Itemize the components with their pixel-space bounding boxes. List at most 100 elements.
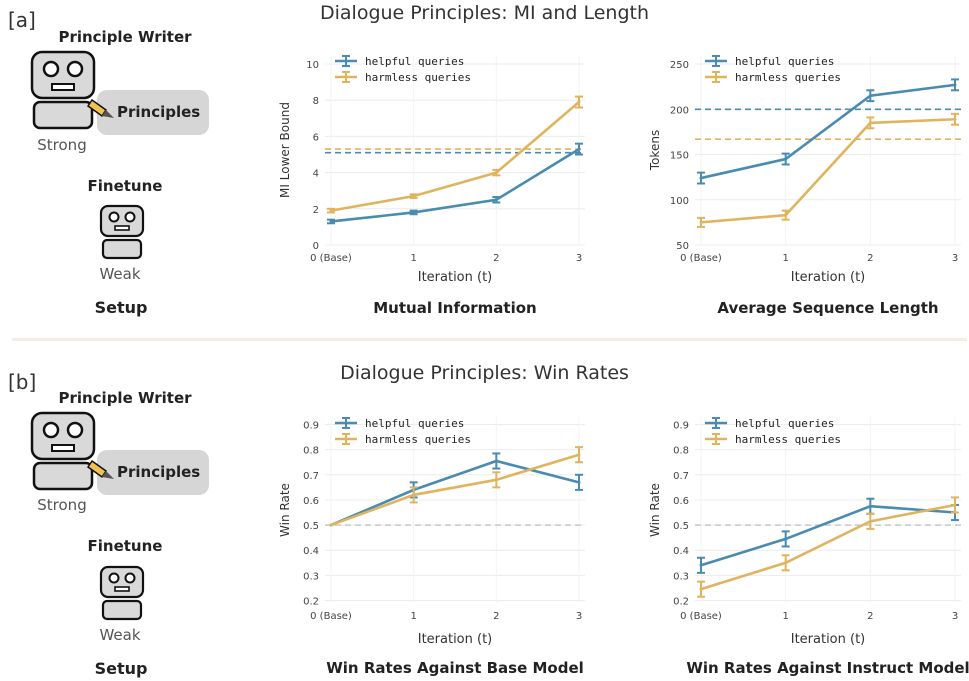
panel-divider bbox=[12, 338, 967, 341]
y-tick-label: 150 bbox=[670, 151, 689, 162]
data-point bbox=[868, 504, 872, 508]
series-line bbox=[330, 147, 580, 223]
chart-caption: Win Rates Against Base Model bbox=[326, 659, 584, 677]
y-tick-label: 6 bbox=[313, 132, 319, 143]
x-tick-label: 3 bbox=[952, 253, 958, 264]
x-axis-label: Iteration (t) bbox=[418, 632, 493, 647]
x-tick-label: 2 bbox=[493, 253, 499, 264]
chart-caption: Average Sequence Length bbox=[717, 299, 938, 317]
series-line bbox=[330, 101, 580, 212]
y-tick-label: 250 bbox=[670, 60, 689, 71]
strong-label: Strong bbox=[37, 136, 87, 154]
y-axis-label: Win Rate bbox=[278, 483, 292, 537]
y-tick-label: 0.8 bbox=[303, 446, 319, 457]
x-axis-label: Iteration (t) bbox=[791, 270, 866, 285]
y-axis-label: Win Rate bbox=[648, 483, 662, 537]
y-tick-label: 0.5 bbox=[673, 521, 689, 532]
x-axis-label: Iteration (t) bbox=[418, 270, 493, 285]
y-tick-label: 2 bbox=[313, 205, 319, 216]
legend-label: harmless queries bbox=[365, 71, 471, 84]
x-axis-label: Iteration (t) bbox=[791, 632, 866, 647]
x-tick-label: 3 bbox=[576, 253, 582, 264]
data-point bbox=[577, 100, 581, 104]
y-tick-label: 0.9 bbox=[673, 421, 689, 432]
y-tick-label: 0.4 bbox=[673, 546, 689, 557]
y-tick-label: 4 bbox=[313, 169, 319, 180]
series-line bbox=[700, 83, 956, 180]
series-line bbox=[700, 504, 956, 567]
y-axis-label: MI Lower Bound bbox=[278, 102, 292, 198]
y-tick-label: 0.6 bbox=[673, 496, 689, 507]
data-point bbox=[577, 453, 581, 457]
data-point bbox=[868, 519, 872, 523]
data-point bbox=[953, 117, 957, 121]
x-tick-label: 1 bbox=[782, 611, 788, 622]
win-rate-base-chart: 0.2 0.3 0.4 0.5 0.6 0.7 0.8 0.9 0 (Base) 1 2 3 Itera… bbox=[278, 417, 585, 677]
x-tick-label: 2 bbox=[867, 611, 873, 622]
legend-label: helpful queries bbox=[365, 55, 464, 68]
y-tick-label: 50 bbox=[676, 241, 689, 252]
data-point bbox=[699, 220, 703, 224]
weak-label: Weak bbox=[99, 626, 141, 644]
principles-label: Principles bbox=[117, 463, 201, 481]
weak-robot-icon bbox=[99, 565, 145, 621]
y-tick-label: 8 bbox=[313, 96, 319, 107]
data-point bbox=[699, 587, 703, 591]
series-line bbox=[700, 117, 956, 224]
series-line bbox=[330, 459, 580, 527]
x-tick-label: 3 bbox=[952, 611, 958, 622]
principles-label: Principles bbox=[117, 103, 201, 121]
y-tick-label: 100 bbox=[670, 196, 689, 207]
data-point bbox=[329, 219, 333, 223]
x-tick-label: 0 (Base) bbox=[310, 253, 352, 264]
y-tick-label: 200 bbox=[670, 105, 689, 116]
mi-chart: 0 2 4 6 8 10 0 (Base) 1 2 3 Iteration (t) MI Lower … bbox=[278, 55, 585, 317]
length-chart: 50 100 150 200 250 0 (Base) 1 2 3 Iteration (t) To… bbox=[648, 55, 961, 317]
legend-label: harmless queries bbox=[735, 71, 841, 84]
data-point bbox=[329, 209, 333, 213]
legend-label: helpful queries bbox=[735, 417, 834, 430]
panel-b-title: Dialogue Principles: Win Rates bbox=[340, 362, 629, 384]
x-tick-label: 1 bbox=[410, 253, 416, 264]
data-point bbox=[868, 121, 872, 125]
y-tick-label: 10 bbox=[306, 60, 319, 71]
data-point bbox=[868, 94, 872, 98]
data-point bbox=[329, 523, 333, 527]
principle-writer-label: Principle Writer bbox=[58, 28, 192, 46]
data-point bbox=[412, 194, 416, 198]
strong-robot-icon bbox=[30, 411, 114, 491]
y-tick-label: 0.7 bbox=[303, 471, 319, 482]
data-point bbox=[494, 478, 498, 482]
panel-b-label: [b] bbox=[8, 370, 37, 394]
y-tick-label: 0.5 bbox=[303, 521, 319, 532]
x-tick-label: 1 bbox=[410, 611, 416, 622]
chart-caption: Win Rates Against Instruct Model bbox=[686, 659, 969, 677]
weak-robot-icon bbox=[99, 204, 145, 260]
weak-label: Weak bbox=[99, 265, 141, 283]
x-tick-label: 0 (Base) bbox=[680, 611, 722, 622]
series-line bbox=[330, 453, 580, 527]
y-tick-label: 0.8 bbox=[673, 446, 689, 457]
x-tick-label: 2 bbox=[493, 611, 499, 622]
y-tick-label: 0.3 bbox=[303, 571, 319, 582]
win-rate-instruct-chart: 0.2 0.3 0.4 0.5 0.6 0.7 0.8 0.9 0 (Base) 1 2 3 Itera… bbox=[648, 417, 969, 677]
legend-label: harmless queries bbox=[735, 433, 841, 446]
series-line bbox=[700, 503, 956, 591]
data-point bbox=[494, 198, 498, 202]
legend-label: helpful queries bbox=[365, 417, 464, 430]
legend-label: helpful queries bbox=[735, 55, 834, 68]
x-tick-label: 0 (Base) bbox=[310, 611, 352, 622]
finetune-label: Finetune bbox=[87, 537, 163, 555]
chart-caption: Mutual Information bbox=[373, 299, 536, 317]
y-tick-label: 0.6 bbox=[303, 496, 319, 507]
x-tick-label: 3 bbox=[576, 611, 582, 622]
data-point bbox=[784, 213, 788, 217]
panel-a-title: Dialogue Principles: MI and Length bbox=[320, 2, 649, 24]
setup-caption: Setup bbox=[94, 298, 148, 317]
x-tick-label: 1 bbox=[782, 253, 788, 264]
data-point bbox=[699, 563, 703, 567]
data-point bbox=[577, 147, 581, 151]
legend-label: harmless queries bbox=[365, 433, 471, 446]
y-tick-label: 0.7 bbox=[673, 471, 689, 482]
panel-a-label: [a] bbox=[8, 8, 36, 32]
